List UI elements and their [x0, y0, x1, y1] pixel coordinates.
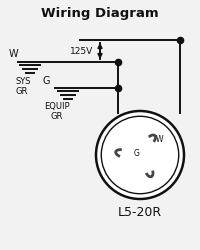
Text: EQUIP
GR: EQUIP GR — [44, 102, 70, 122]
Text: L5-20R: L5-20R — [118, 206, 162, 218]
Text: G: G — [134, 149, 140, 158]
Text: W: W — [8, 49, 18, 59]
Text: Wiring Diagram: Wiring Diagram — [41, 7, 159, 20]
Circle shape — [96, 111, 184, 199]
Text: SYS
GR: SYS GR — [15, 77, 30, 96]
Text: G: G — [42, 76, 50, 86]
Text: 125V: 125V — [70, 46, 93, 56]
Text: W: W — [155, 135, 163, 144]
